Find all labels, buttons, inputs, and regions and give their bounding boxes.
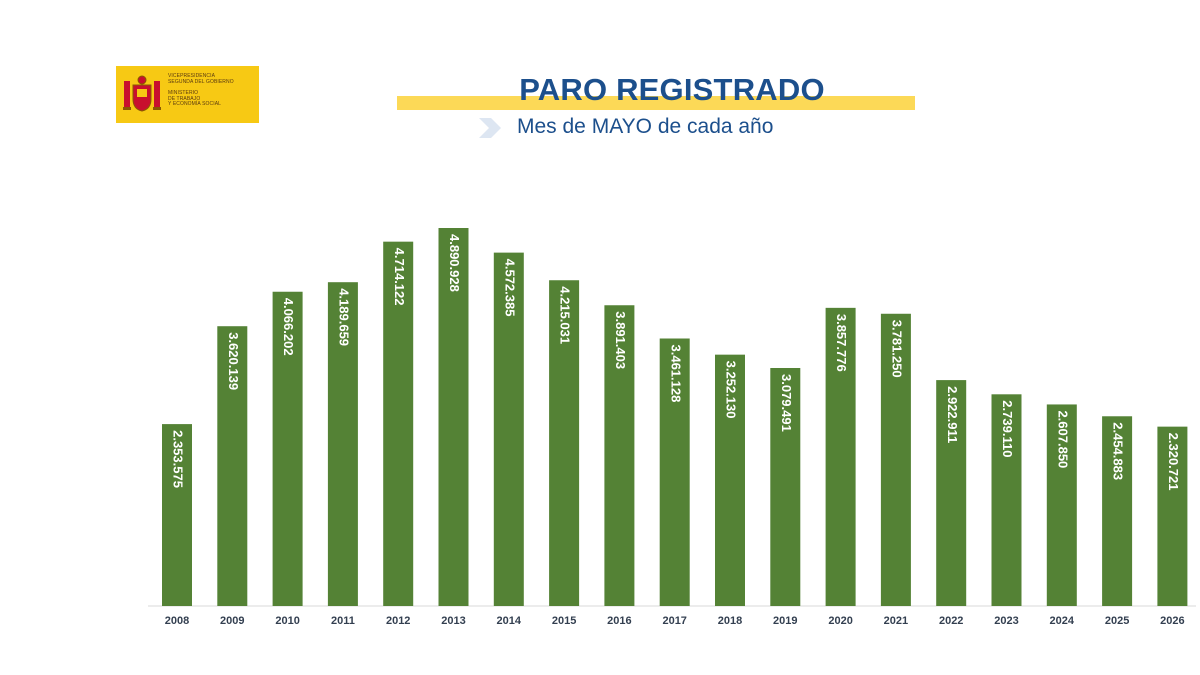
bar-2026 [1157, 426, 1188, 606]
x-tick-label-2018: 2018 [718, 615, 742, 627]
title-highlight-bar [397, 96, 915, 110]
value-label-2015: 4.215.031 [558, 286, 573, 344]
bar-2022 [936, 380, 967, 606]
value-label-2024: 2.607.850 [1055, 410, 1070, 468]
logo-line: Y ECONOMÍA SOCIAL [168, 101, 222, 107]
value-label-2016: 3.891.403 [613, 311, 628, 369]
x-tick-label-2019: 2019 [773, 615, 797, 627]
logo-line: DE TRABAJO [168, 95, 201, 102]
value-label-2014: 4.572.385 [502, 259, 517, 317]
x-tick-label-2012: 2012 [386, 615, 410, 627]
bar-2012 [383, 241, 414, 606]
bar-2017 [659, 338, 690, 606]
x-tick-label-2008: 2008 [165, 615, 189, 627]
value-label-2022: 2.922.911 [945, 386, 960, 443]
bar-2018 [715, 354, 745, 606]
x-tick-label-2010: 2010 [275, 615, 299, 627]
x-tick-label-2024: 2024 [1050, 615, 1075, 627]
logo-text-top: VICEPRESIDENCIA SEGUNDA DEL GOBIERNO [168, 73, 234, 85]
bar-2023 [991, 394, 1022, 606]
page-subtitle: Mes de MAYO de cada año [517, 115, 774, 138]
logo-text-bottom: MINISTERIO DE TRABAJO Y ECONOMÍA SOCIAL [168, 90, 222, 108]
x-tick-label-2026: 2026 [1160, 615, 1184, 627]
bar-2025 [1102, 416, 1133, 606]
coat-of-arms-icon [123, 75, 161, 112]
x-tick-label-2021: 2021 [884, 615, 908, 627]
value-label-2009: 3.620.139 [226, 332, 241, 390]
bar-2010 [272, 291, 303, 606]
bars-group [162, 228, 1188, 606]
value-label-2021: 3.781.250 [889, 320, 904, 378]
value-label-2018: 3.252.130 [724, 361, 739, 419]
bar-2024 [1046, 404, 1077, 606]
bar-2016 [604, 305, 635, 606]
bar-2013 [438, 228, 469, 606]
x-tick-label-2023: 2023 [994, 615, 1018, 627]
page-title: PARO REGISTRADO [519, 72, 825, 107]
logo-line: VICEPRESIDENCIA [168, 73, 216, 79]
x-tick-label-2015: 2015 [552, 615, 576, 627]
ministry-logo: VICEPRESIDENCIA SEGUNDA DEL GOBIERNO MIN… [116, 66, 259, 123]
x-tick-label-2014: 2014 [497, 615, 522, 627]
value-label-2023: 2.739.110 [1000, 400, 1015, 457]
value-label-2013: 4.890.928 [447, 234, 462, 292]
value-label-2026: 2.320.721 [1166, 433, 1181, 491]
value-label-2017: 3.461.128 [668, 345, 683, 403]
x-tick-label-2022: 2022 [939, 615, 963, 627]
x-tick-label-2020: 2020 [828, 615, 852, 627]
value-label-2019: 3.079.491 [779, 374, 794, 432]
bar-2008 [162, 424, 192, 606]
value-label-2020: 3.857.776 [834, 314, 849, 372]
x-tick-label-2011: 2011 [331, 615, 355, 627]
bar-2009 [217, 326, 248, 606]
bar-2020 [825, 307, 856, 606]
bar-2014 [493, 252, 524, 606]
x-tick-label-2016: 2016 [607, 615, 631, 627]
value-label-2010: 4.066.202 [281, 298, 296, 356]
value-label-2025: 2.454.883 [1111, 422, 1126, 480]
x-tick-label-2025: 2025 [1105, 615, 1129, 627]
logo-line: MINISTERIO [168, 90, 199, 96]
bar-2015 [549, 280, 580, 606]
value-label-2008: 2.353.575 [171, 430, 186, 488]
x-tick-label-2013: 2013 [441, 615, 465, 627]
value-label-2011: 4.189.659 [336, 288, 351, 346]
x-tick-label-2009: 2009 [220, 615, 244, 627]
bar-2019 [770, 367, 801, 606]
value-labels-group: 2.353.575 3.620.139 4.066.202 4.189.659 4.71… [171, 234, 1181, 490]
chevron-right-icon [479, 118, 501, 138]
value-label-2012: 4.714.122 [392, 248, 407, 306]
x-tick-label-2017: 2017 [662, 615, 686, 627]
x-tick-labels-group: 2008 2009 2010 2011 2012 2013 2014 2015 2016 2017… [165, 615, 1185, 627]
bar-2011 [327, 282, 358, 606]
logo-line: SEGUNDA DEL GOBIERNO [168, 78, 234, 85]
bar-2021 [880, 313, 911, 606]
